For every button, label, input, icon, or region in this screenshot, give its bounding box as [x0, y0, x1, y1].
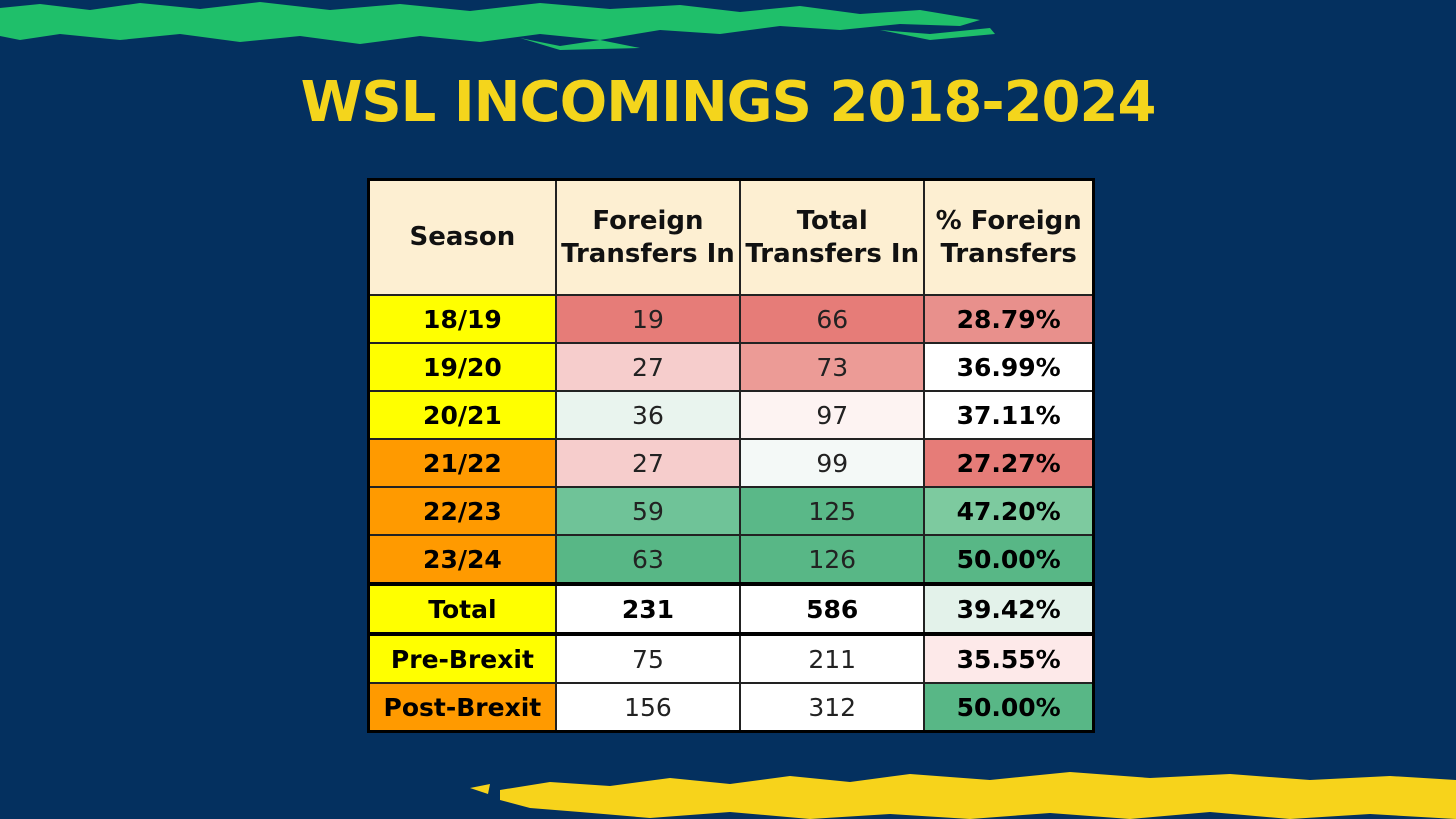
- foreign-transfers-cell: 36: [554, 390, 742, 440]
- pct-foreign-cell: 36.99%: [923, 342, 1095, 392]
- table-row: 19/20 27 73 36.99%: [367, 342, 1095, 392]
- pct-foreign-cell: 35.55%: [923, 632, 1095, 684]
- table-row: Pre-Brexit 75 211 35.55%: [367, 632, 1095, 684]
- pct-foreign-cell: 39.42%: [923, 582, 1095, 635]
- transfers-table: Season Foreign Transfers In Total Transf…: [367, 178, 1095, 733]
- total-transfers-cell: 97: [739, 390, 926, 440]
- total-transfers-cell: 586: [739, 582, 926, 635]
- foreign-transfers-cell: 231: [554, 582, 742, 635]
- pct-foreign-cell: 50.00%: [923, 534, 1095, 585]
- total-transfers-cell: 125: [739, 486, 926, 536]
- table-row: 18/19 19 66 28.79%: [367, 294, 1095, 344]
- foreign-transfers-cell: 63: [554, 534, 742, 585]
- season-cell: Post-Brexit: [367, 682, 557, 733]
- table-row: 23/24 63 126 50.00%: [367, 534, 1095, 585]
- total-transfers-cell: 126: [739, 534, 926, 585]
- pct-foreign-cell: 27.27%: [923, 438, 1095, 488]
- season-cell: Pre-Brexit: [367, 632, 557, 684]
- table-header-row: Season Foreign Transfers In Total Transf…: [367, 178, 1095, 296]
- green-brush-stroke: [0, 2, 995, 50]
- season-cell: 20/21: [367, 390, 557, 440]
- foreign-transfers-cell: 156: [554, 682, 742, 733]
- total-transfers-cell: 211: [739, 632, 926, 684]
- header-pct-foreign: % Foreign Transfers: [923, 178, 1095, 296]
- season-cell: 22/23: [367, 486, 557, 536]
- foreign-transfers-cell: 59: [554, 486, 742, 536]
- table-row: 22/23 59 125 47.20%: [367, 486, 1095, 536]
- table-row: 21/22 27 99 27.27%: [367, 438, 1095, 488]
- pct-foreign-cell: 28.79%: [923, 294, 1095, 344]
- table-row: Total 231 586 39.42%: [367, 582, 1095, 635]
- header-total-transfers: Total Transfers In: [739, 178, 926, 296]
- total-transfers-cell: 73: [739, 342, 926, 392]
- table-row: 20/21 36 97 37.11%: [367, 390, 1095, 440]
- yellow-brush-stroke: [470, 772, 1456, 819]
- season-cell: 23/24: [367, 534, 557, 585]
- pct-foreign-cell: 37.11%: [923, 390, 1095, 440]
- header-foreign-transfers: Foreign Transfers In: [554, 178, 742, 296]
- page-title: WSL INCOMINGS 2018-2024: [300, 70, 1157, 135]
- foreign-transfers-cell: 27: [554, 438, 742, 488]
- pct-foreign-cell: 50.00%: [923, 682, 1095, 733]
- header-season: Season: [367, 178, 557, 296]
- season-cell: 19/20: [367, 342, 557, 392]
- season-cell: 18/19: [367, 294, 557, 344]
- season-cell: Total: [367, 582, 557, 635]
- total-transfers-cell: 99: [739, 438, 926, 488]
- foreign-transfers-cell: 75: [554, 632, 742, 684]
- pct-foreign-cell: 47.20%: [923, 486, 1095, 536]
- foreign-transfers-cell: 27: [554, 342, 742, 392]
- season-cell: 21/22: [367, 438, 557, 488]
- total-transfers-cell: 66: [739, 294, 926, 344]
- foreign-transfers-cell: 19: [554, 294, 742, 344]
- table-row: Post-Brexit 156 312 50.00%: [367, 682, 1095, 733]
- total-transfers-cell: 312: [739, 682, 926, 733]
